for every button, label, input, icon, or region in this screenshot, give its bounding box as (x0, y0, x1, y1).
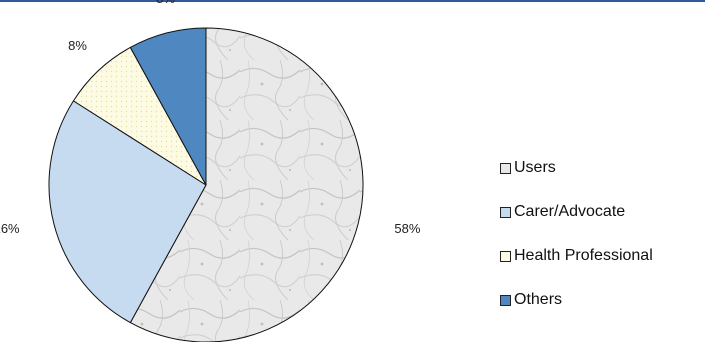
legend-swatch (500, 206, 511, 218)
legend-item: Health Professional (500, 234, 653, 278)
pie-slice-carer-advocate (48, 100, 207, 324)
data-label-others: 8% (156, 0, 175, 6)
legend-label: Carer/Advocate (514, 203, 626, 220)
top-rule (0, 0, 705, 2)
data-label-carer-advocate: 26% (0, 221, 20, 236)
legend-swatch (500, 294, 511, 306)
legend-swatch (500, 250, 511, 262)
legend-label: Health Professional (514, 247, 653, 264)
legend-label: Others (514, 291, 563, 308)
legend-item: Others (500, 278, 653, 322)
legend-swatch (500, 162, 511, 174)
data-label-users: 58% (394, 221, 420, 236)
legend-label: Users (514, 159, 556, 176)
legend-item: Carer/Advocate (500, 190, 653, 234)
chart-legend: Users Carer/Advocate Health Professional Ot… (500, 146, 653, 322)
data-label-health-professional: 8% (68, 38, 87, 53)
legend-item: Users (500, 146, 653, 190)
pie-slice-others (129, 27, 207, 186)
